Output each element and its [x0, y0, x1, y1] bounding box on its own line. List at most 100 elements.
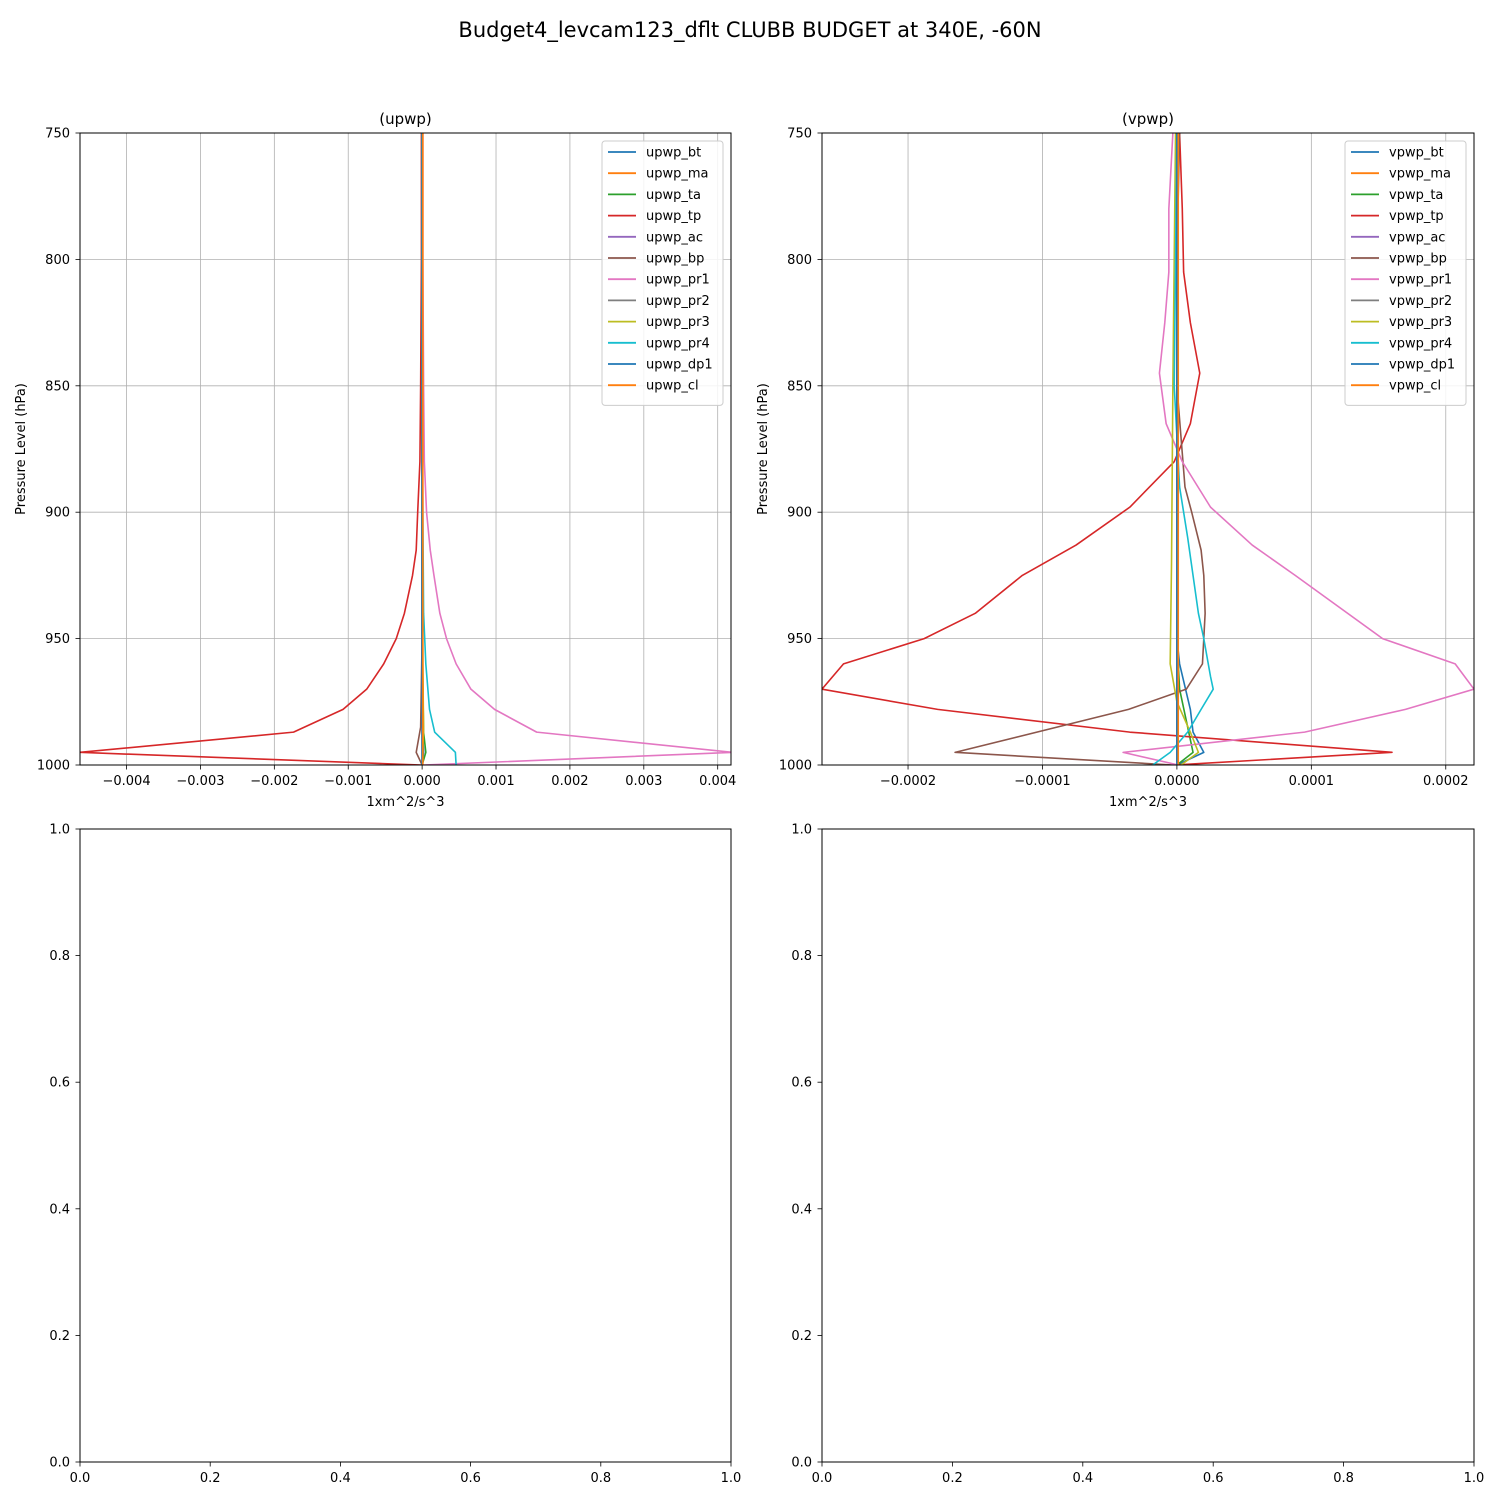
y-tick-label: 900 [45, 506, 70, 521]
x-tick-label: 0.001 [477, 774, 514, 789]
series-line-vpwp_pr1 [1122, 133, 1474, 765]
series-line-vpwp_pr3 [1169, 133, 1200, 765]
y-tick-label: 0.2 [791, 1329, 812, 1344]
y-tick-label: 0.4 [791, 1202, 812, 1217]
y-tick-label: 1.0 [49, 823, 70, 838]
chart-empty-2: 0.0 0.2 0.4 0.6 0.8 1.0 0.0 0.2 0.4 0.6 0.8 1.0 [791, 823, 1484, 1487]
chart-empty-1: 0.0 0.2 0.4 0.6 0.8 1.0 0.0 0.2 0.4 0.6 0.8 1.0 [49, 823, 741, 1487]
legend-box [1344, 140, 1467, 406]
x-tick-label: −0.0001 [1014, 774, 1070, 789]
y-tick-label: 0.0 [791, 1456, 812, 1471]
y-tick-label: 0.6 [791, 1076, 812, 1091]
y-tick-label: 1000 [37, 759, 70, 774]
axes-frame [821, 132, 1475, 766]
x-axis-label: 1xm^2/s^3 [366, 795, 444, 810]
legend: vpwp_bt vpwp_ma vpwp_ta vpwp_tp vpwp_ac vpwp_… [1344, 140, 1467, 406]
legend-label: vpwp_cl [1389, 379, 1441, 394]
x-tick-label: 0.0001 [1289, 774, 1335, 789]
legend-label: vpwp_pr1 [1389, 273, 1452, 288]
x-tick-label: 0.2 [942, 1471, 963, 1486]
legend-label: upwp_ac [646, 230, 703, 245]
x-tick-label: 0.002 [551, 774, 588, 789]
figure-suptitle: Budget4_levcam123_dflt CLUBB BUDGET at 3… [458, 18, 1041, 43]
legend: upwp_bt upwp_ma upwp_ta upwp_tp upwp_ac upwp_… [601, 140, 724, 406]
x-tick-label: 0.4 [330, 1471, 351, 1486]
legend-box [601, 140, 724, 406]
series-line-upwp_tp [80, 133, 423, 765]
legend-label: upwp_ma [646, 167, 709, 182]
x-tick-label: 0.6 [460, 1471, 481, 1486]
y-tick-label: 800 [787, 253, 812, 268]
x-tick-label: 0.003 [625, 774, 662, 789]
y-tick-label: 900 [787, 506, 812, 521]
chart-vpwp: −0.0002 −0.0001 0.0000 0.0001 0.0002 750 800 85… [756, 110, 1475, 810]
y-tick-label: 950 [787, 632, 812, 647]
x-tick-label: 0.004 [699, 774, 736, 789]
legend-label: upwp_tp [646, 209, 701, 224]
x-tick-label: 0.000 [404, 774, 441, 789]
y-tick-label: 850 [45, 379, 70, 394]
axes-frame [821, 828, 1475, 1463]
y-tick-label: 0.2 [49, 1329, 70, 1344]
legend-label: vpwp_ta [1389, 188, 1443, 203]
axes-frame [79, 132, 732, 766]
legend-label: vpwp_pr3 [1389, 315, 1452, 330]
chart-title: (vpwp) [1122, 110, 1174, 128]
legend-label: vpwp_bt [1389, 146, 1444, 161]
series-group [822, 133, 1474, 765]
legend-label: upwp_pr1 [646, 273, 710, 288]
chart-title: (upwp) [379, 110, 432, 128]
y-tick-label: 800 [45, 253, 70, 268]
axes-frame [79, 828, 732, 1463]
x-tick-label: −0.0002 [880, 774, 936, 789]
y-tick-label: 0.8 [49, 949, 70, 964]
y-tick-label: 850 [787, 379, 812, 394]
legend-label: upwp_bp [646, 252, 704, 267]
legend-label: upwp_cl [646, 379, 699, 394]
x-tick-label: 0.2 [200, 1471, 221, 1486]
x-tick-label: 0.4 [1072, 1471, 1093, 1486]
y-tick-label: 750 [787, 127, 812, 142]
x-tick-label: 0.0002 [1423, 774, 1469, 789]
y-tick-label: 750 [45, 127, 70, 142]
y-tick-label: 0.4 [49, 1202, 70, 1217]
y-tick-label: 1000 [779, 759, 812, 774]
y-tick-label: 0.6 [49, 1076, 70, 1091]
x-tick-label: 0.8 [590, 1471, 611, 1486]
legend-label: vpwp_bp [1389, 252, 1447, 267]
y-tick-label: 0.8 [791, 949, 812, 964]
series-line-vpwp_tp [822, 133, 1393, 765]
x-tick-label: −0.003 [176, 774, 224, 789]
x-tick-label: 1.0 [1464, 1471, 1485, 1486]
legend-label: vpwp_pr2 [1389, 294, 1452, 309]
y-axis-label: Pressure Level (hPa) [756, 383, 771, 515]
y-tick-label: 0.0 [49, 1456, 70, 1471]
chart-panels: −0.004 −0.003 −0.002 −0.001 0.000 0.001 0.002 0… [14, 110, 1484, 1486]
x-tick-label: 0.0 [70, 1471, 91, 1486]
legend-label: upwp_ta [646, 188, 701, 203]
chart-upwp: −0.004 −0.003 −0.002 −0.001 0.000 0.001 0.002 0… [14, 110, 736, 810]
x-tick-label: 0.8 [1333, 1471, 1354, 1486]
legend-label: vpwp_pr4 [1389, 336, 1452, 351]
x-tick-label: −0.002 [250, 774, 298, 789]
x-tick-label: −0.001 [324, 774, 372, 789]
x-tick-label: 0.0000 [1154, 774, 1200, 789]
x-tick-label: 0.0 [812, 1471, 833, 1486]
y-tick-label: 950 [45, 632, 70, 647]
x-axis-label: 1xm^2/s^3 [1109, 795, 1187, 810]
series-group [80, 133, 731, 765]
legend-label: upwp_pr3 [646, 315, 710, 330]
series-line-upwp_pr1 [422, 133, 731, 765]
x-tick-label: 0.6 [1203, 1471, 1224, 1486]
legend-label: upwp_pr2 [646, 294, 710, 309]
y-tick-label: 1.0 [791, 823, 812, 838]
legend-label: upwp_pr4 [646, 336, 710, 351]
y-axis-label: Pressure Level (hPa) [14, 383, 29, 515]
x-tick-label: −0.004 [102, 774, 150, 789]
legend-label: vpwp_ac [1389, 230, 1445, 245]
legend-label: upwp_dp1 [646, 358, 713, 373]
legend-label: vpwp_ma [1389, 167, 1451, 182]
legend-label: vpwp_tp [1389, 209, 1444, 224]
